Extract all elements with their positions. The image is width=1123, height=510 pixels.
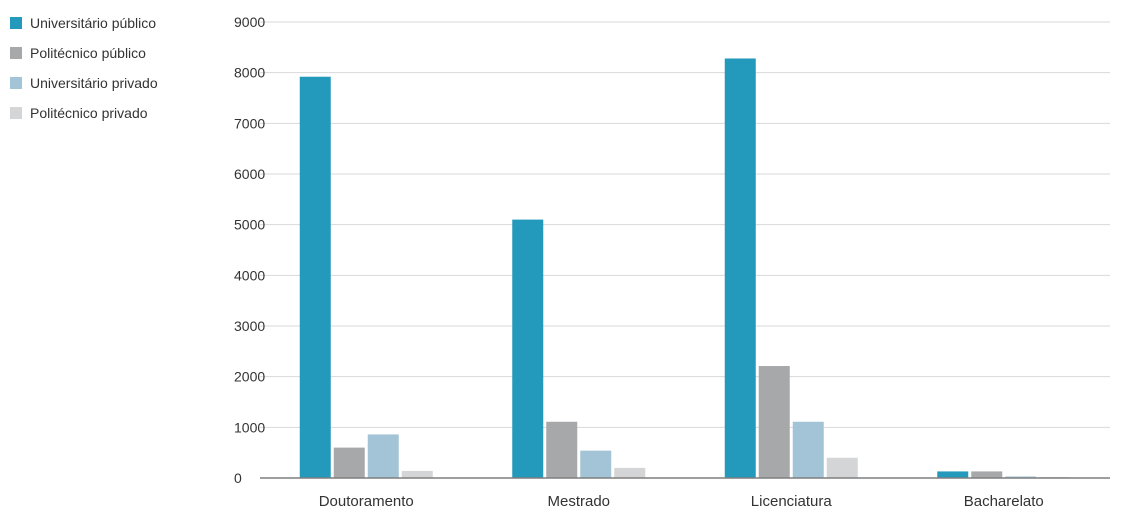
- y-tick-label: 2000: [234, 369, 265, 385]
- legend-item-universitario-privado: Universitário privado: [10, 68, 158, 98]
- bar-1-2: [580, 450, 612, 478]
- bar-3-1: [971, 471, 1003, 478]
- bar-0-0: [299, 76, 331, 478]
- x-category-label: Licenciatura: [751, 493, 833, 510]
- legend-swatch-universitario-publico: [10, 17, 22, 29]
- x-category-label: Mestrado: [547, 493, 610, 510]
- legend-swatch-universitario-privado: [10, 77, 22, 89]
- x-category-label: Bacharelato: [964, 493, 1044, 510]
- legend: Universitário público Politécnico públic…: [10, 8, 158, 128]
- legend-label-politecnico-privado: Politécnico privado: [30, 105, 148, 121]
- y-tick-label: 0: [234, 470, 242, 486]
- y-tick-label: 4000: [234, 267, 265, 283]
- y-tick-label: 3000: [234, 318, 265, 334]
- x-category-label: Doutoramento: [319, 493, 414, 510]
- y-tick-label: 5000: [234, 217, 265, 233]
- legend-label-universitario-privado: Universitário privado: [30, 75, 158, 91]
- bar-0-1: [333, 447, 365, 478]
- bar-0-2: [367, 434, 399, 478]
- legend-item-politecnico-publico: Politécnico público: [10, 38, 158, 68]
- legend-item-universitario-publico: Universitário público: [10, 8, 158, 38]
- bar-3-0: [937, 471, 969, 478]
- bar-1-0: [512, 219, 544, 478]
- bar-1-1: [546, 421, 578, 478]
- bar-3-2: [1005, 476, 1037, 478]
- bar-2-3: [826, 457, 858, 478]
- bar-1-3: [614, 467, 646, 478]
- legend-swatch-politecnico-privado: [10, 107, 22, 119]
- y-tick-label: 1000: [234, 419, 265, 435]
- legend-swatch-politecnico-publico: [10, 47, 22, 59]
- legend-label-politecnico-publico: Politécnico público: [30, 45, 146, 61]
- bar-2-0: [724, 58, 756, 478]
- y-tick-label: 7000: [234, 115, 265, 131]
- legend-label-universitario-publico: Universitário público: [30, 15, 157, 31]
- legend-item-politecnico-privado: Politécnico privado: [10, 98, 158, 128]
- y-tick-label: 8000: [234, 65, 265, 81]
- bar-2-2: [792, 421, 824, 478]
- y-tick-label: 9000: [234, 14, 265, 30]
- bar-2-1: [758, 366, 790, 478]
- bar-0-3: [401, 470, 433, 478]
- y-tick-label: 6000: [234, 166, 265, 182]
